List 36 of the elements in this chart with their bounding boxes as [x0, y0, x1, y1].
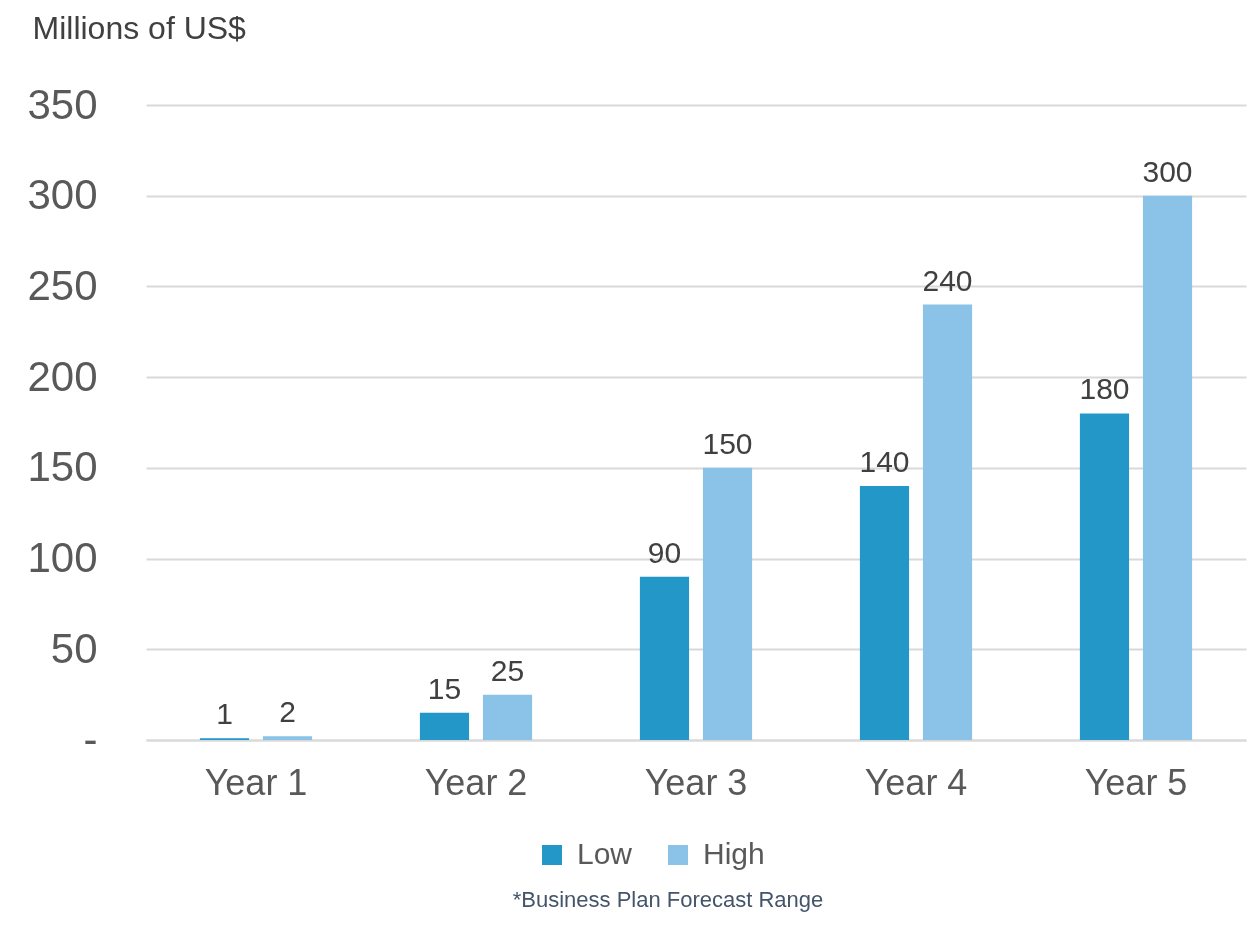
bar — [1079, 413, 1130, 740]
y-tick-label: 150 — [27, 443, 98, 491]
y-tick-label: - — [83, 715, 98, 763]
data-label: 1 — [216, 697, 233, 731]
x-tick-label: Year 2 — [424, 761, 528, 803]
x-tick-label: Year 4 — [864, 761, 968, 803]
data-label: 300 — [1142, 154, 1193, 188]
data-label: 240 — [922, 263, 973, 297]
data-label: 25 — [490, 653, 525, 687]
x-tick-label: Year 1 — [204, 761, 308, 803]
data-label: 2 — [279, 695, 296, 729]
legend-label: High — [703, 837, 765, 870]
y-axis-title: Millions of US$ — [32, 9, 247, 46]
y-tick-label: 50 — [50, 624, 98, 672]
data-label: 90 — [647, 535, 682, 569]
x-tick-label: Year 3 — [644, 761, 748, 803]
legend-label: Low — [577, 837, 633, 870]
bar — [702, 467, 753, 740]
bar — [859, 486, 910, 740]
data-label: 140 — [859, 445, 910, 478]
bar — [922, 304, 973, 740]
x-tick-label: Year 5 — [1084, 761, 1188, 803]
y-tick-label: 200 — [27, 352, 98, 400]
y-tick-label: 300 — [27, 171, 98, 219]
bar — [639, 576, 690, 740]
bar — [419, 712, 470, 740]
y-tick-label: 350 — [27, 80, 98, 128]
data-label: 15 — [427, 671, 462, 705]
data-label: 150 — [702, 426, 753, 460]
data-label: 180 — [1079, 372, 1130, 406]
bar — [482, 694, 533, 740]
bar — [1142, 195, 1193, 740]
text: *Business Plan Forecast Range — [512, 887, 824, 912]
y-tick-label: 100 — [27, 534, 98, 582]
bar — [262, 736, 313, 740]
y-tick-label: 250 — [27, 261, 98, 309]
